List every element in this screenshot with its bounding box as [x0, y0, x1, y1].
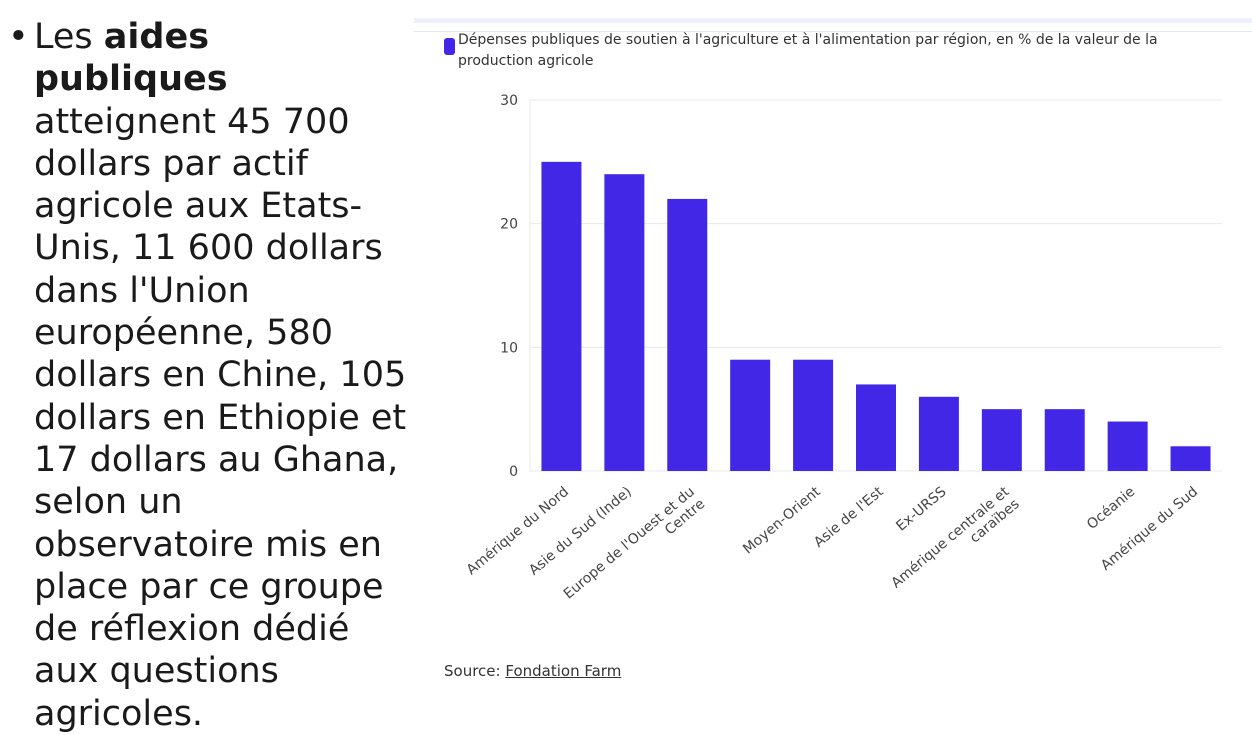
label-line: Moyen-Orient: [740, 483, 824, 557]
bar: [1044, 409, 1085, 471]
bullet-marker: •: [8, 17, 29, 57]
x-tick-label: Ex-URSS: [893, 484, 949, 535]
bullet-text: • Les aides publiques atteignent 45 700 …: [8, 16, 408, 735]
bar: [667, 198, 708, 471]
label-line: Ex-URSS: [893, 484, 949, 535]
page: {"bullet": {"before": "Les", "bold": "ai…: [8, 17, 1252, 734]
y-tick-label: 10: [500, 340, 518, 356]
bar: [1170, 446, 1211, 471]
bar: [793, 359, 834, 471]
bar: [981, 409, 1022, 471]
x-tick-label: Amérique du Nord: [464, 484, 572, 579]
bullet-body: Les aides publiques atteignent 45 700 do…: [34, 16, 408, 735]
header-band: [414, 18, 1252, 23]
x-tick-label: Europe de l'Ouest et duCentre: [561, 484, 708, 615]
y-tick-label: 20: [500, 217, 518, 233]
bar: [918, 396, 959, 471]
x-tick-label: Asie de l'Est: [811, 483, 887, 550]
bar: [856, 384, 896, 471]
label-line: Amérique centrale et: [888, 483, 1012, 591]
label-line: Asie du Sud (Inde): [526, 484, 635, 579]
x-tick-label: Asie du Sud (Inde): [526, 484, 635, 579]
label-line: Océanie: [1084, 484, 1138, 533]
x-tick-label: Océanie: [1084, 484, 1138, 533]
legend: Dépenses publiques de soutien à l'agricu…: [444, 30, 1214, 72]
bar: [730, 359, 771, 471]
label-line: Amérique du Nord: [464, 484, 572, 579]
source: Source: Fondation Farm: [444, 662, 621, 680]
source-label: Source:: [444, 662, 501, 680]
label-line: Europe de l'Ouest et du: [561, 484, 698, 603]
x-tick-label: Moyen-Orient: [740, 483, 824, 557]
source-link[interactable]: Fondation Farm: [505, 662, 622, 680]
bar: [604, 174, 645, 471]
label-line: Asie de l'Est: [811, 483, 887, 550]
text: Les: [34, 17, 93, 57]
x-tick-label: Amérique centrale etcaraïbes: [888, 483, 1023, 603]
y-tick-label: 30: [500, 93, 518, 109]
bold-text: aides publiques: [34, 17, 228, 100]
y-tick-label: 0: [509, 464, 518, 480]
legend-label: Dépenses publiques de soutien à l'agricu…: [458, 32, 1158, 69]
divider: [414, 31, 1252, 32]
legend-swatch: [444, 38, 455, 55]
bar: [541, 161, 582, 472]
text: atteignent 45 700 dollars par actif agri…: [34, 101, 407, 734]
bar: [1107, 421, 1148, 471]
